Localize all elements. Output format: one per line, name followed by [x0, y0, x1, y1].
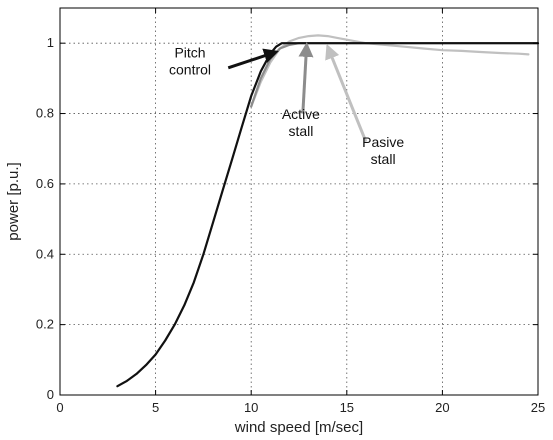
y-tick-label: 0.8	[36, 106, 54, 121]
y-tick-label: 0.4	[36, 246, 54, 261]
series-layer	[116, 34, 540, 388]
x-tick-label: 10	[244, 400, 258, 415]
passive-stall-line	[250, 34, 530, 108]
y-tick-label: 0.2	[36, 317, 54, 332]
grid	[60, 8, 538, 395]
active-stall-arrow	[298, 41, 314, 114]
y-tick-label: 1	[47, 35, 54, 50]
y-tick-label: 0	[47, 387, 54, 402]
plot-frame	[59, 7, 539, 396]
ticks: 0 5 10 15 20 25 0 0.2 0.4 0.6 0.8 1	[36, 8, 545, 415]
x-tick-label: 25	[531, 400, 545, 415]
pitch-control-line	[116, 42, 540, 388]
active-stall-label: Active	[282, 106, 320, 122]
active-stall-label: stall	[288, 123, 313, 139]
x-tick-label: 0	[56, 400, 63, 415]
passive-stall-label: Pasive	[362, 134, 404, 150]
passive-stall-arrow	[325, 43, 368, 143]
pitch-control-arrow	[227, 48, 279, 70]
pitch-control-label: control	[169, 61, 211, 77]
x-tick-label: 5	[152, 400, 159, 415]
passive-stall-label: stall	[371, 151, 396, 167]
y-axis-label: power [p.u.]	[5, 162, 22, 240]
x-axis-label: wind speed [m/sec]	[234, 419, 363, 436]
x-tick-label: 20	[435, 400, 449, 415]
y-tick-label: 0.6	[36, 176, 54, 191]
pitch-control-label: Pitch	[174, 44, 205, 60]
x-tick-label: 15	[340, 400, 354, 415]
